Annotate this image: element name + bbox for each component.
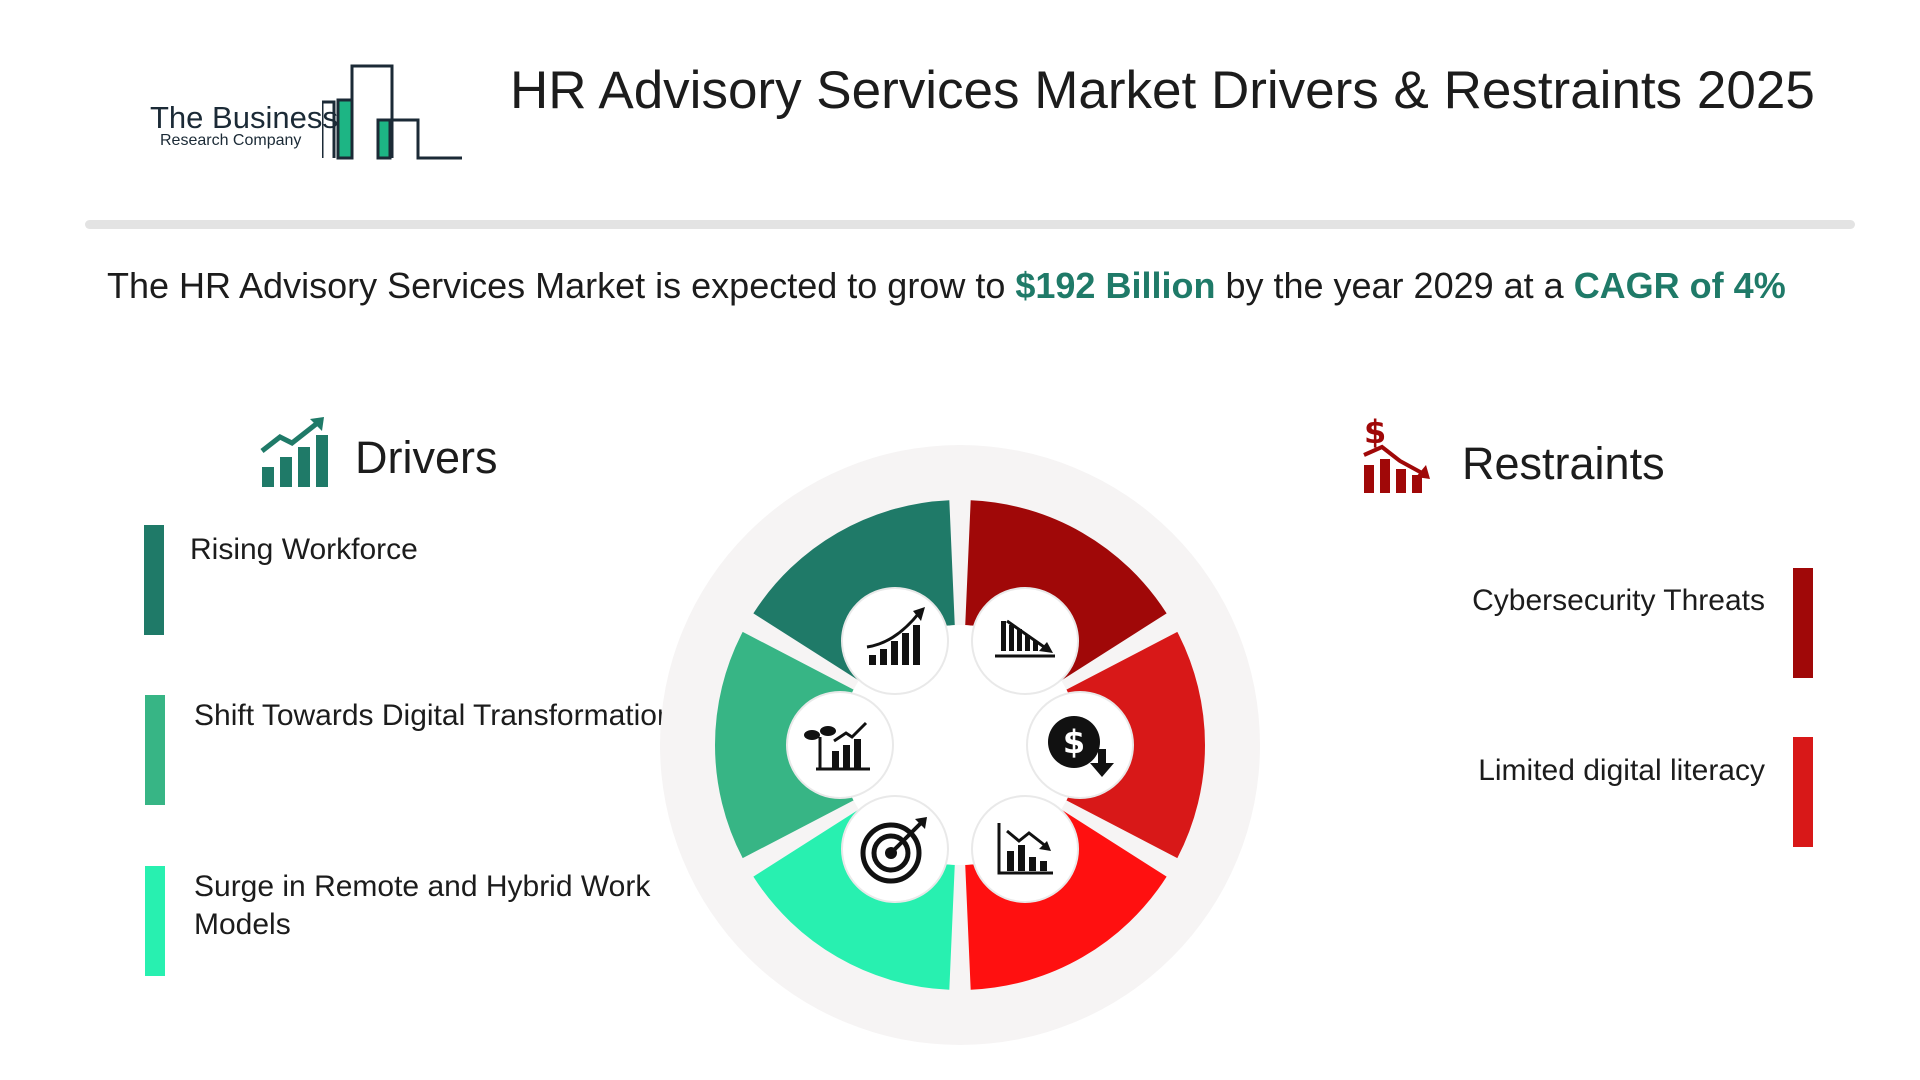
growth-chart-icon — [841, 587, 949, 695]
restraint-marker — [1793, 737, 1813, 847]
drivers-restraints-wheel: $ — [660, 445, 1260, 1045]
restraint-marker — [1793, 568, 1813, 678]
logo-text: The Business — [150, 100, 338, 135]
dollar-down-icon: $ — [1026, 691, 1134, 799]
driver-marker — [144, 525, 164, 635]
wheel-segment — [1066, 631, 1205, 859]
page-title: HR Advisory Services Market Drivers & Re… — [510, 61, 1815, 120]
plant-growth-chart-icon — [786, 691, 894, 799]
chart-growth-icon — [260, 417, 328, 487]
summary-text: The HR Advisory Services Market is expec… — [107, 265, 1016, 306]
wheel-segment — [715, 631, 854, 859]
summary-text: by the year 2029 at a — [1215, 265, 1574, 306]
restraints-title: Restraints — [1462, 438, 1665, 489]
target-icon — [841, 795, 949, 903]
logo-subtext: Research Company — [160, 132, 302, 149]
market-value: $192 Billion — [1015, 265, 1216, 306]
cagr-value: CAGR of 4% — [1573, 265, 1786, 306]
driver-label: Rising Workforce — [190, 533, 418, 566]
driver-label: Shift Towards Digital Transformation — [194, 699, 674, 732]
bar-chart-decline-icon — [971, 587, 1079, 695]
dollar-decline-icon: $ — [1363, 415, 1430, 493]
restraint-label: Cybersecurity Threats — [1472, 584, 1765, 617]
divider — [85, 220, 1855, 229]
line-chart-decline-icon — [971, 795, 1079, 903]
svg-text:$: $ — [1063, 723, 1085, 761]
logo-buildings-icon — [322, 64, 462, 160]
driver-label: Surge in Remote and Hybrid Work Models — [194, 870, 651, 941]
drivers-title: Drivers — [355, 432, 498, 483]
svg-text:$: $ — [1364, 415, 1386, 451]
market-summary: The HR Advisory Services Market is expec… — [107, 258, 1807, 314]
driver-marker — [145, 866, 165, 976]
restraint-label: Limited digital literacy — [1478, 754, 1765, 787]
driver-marker — [145, 695, 165, 805]
